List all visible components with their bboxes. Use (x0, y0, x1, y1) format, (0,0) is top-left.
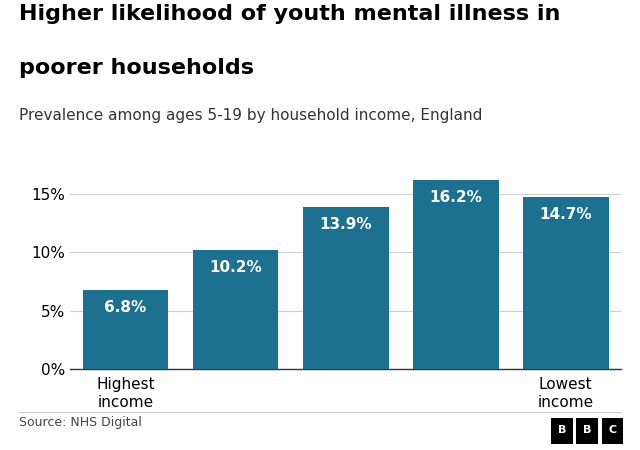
Text: B: B (557, 425, 566, 435)
Bar (303, 207, 388, 369)
Text: 6.8%: 6.8% (104, 300, 147, 315)
Text: poorer households: poorer households (19, 58, 254, 78)
Text: 16.2%: 16.2% (429, 190, 482, 205)
Bar (83, 290, 168, 369)
Text: Prevalence among ages 5-19 by household income, England: Prevalence among ages 5-19 by household … (19, 108, 483, 123)
Text: 10.2%: 10.2% (209, 260, 262, 275)
Bar (413, 180, 499, 369)
Bar (523, 198, 609, 369)
Text: Higher likelihood of youth mental illness in: Higher likelihood of youth mental illnes… (19, 4, 561, 24)
Bar (193, 250, 278, 369)
Text: C: C (609, 425, 616, 435)
FancyBboxPatch shape (577, 418, 598, 444)
Text: 13.9%: 13.9% (319, 217, 372, 232)
Text: 14.7%: 14.7% (540, 207, 592, 222)
Text: Source: NHS Digital: Source: NHS Digital (19, 416, 142, 429)
FancyBboxPatch shape (551, 418, 573, 444)
Text: B: B (583, 425, 591, 435)
FancyBboxPatch shape (602, 418, 623, 444)
